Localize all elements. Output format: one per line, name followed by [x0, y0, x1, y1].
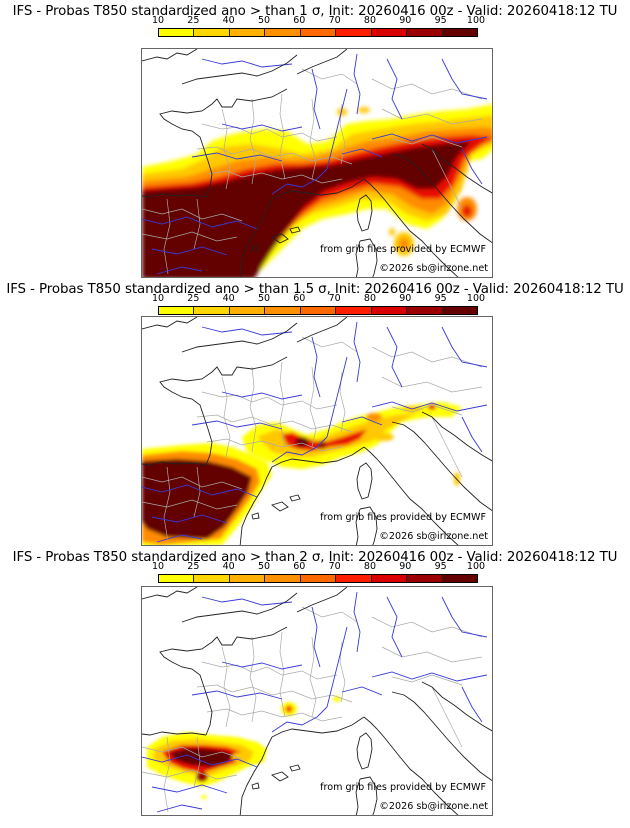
- colorbar-ticks: 10 25 40 50 60 70 80 90 95 100: [152, 293, 485, 306]
- colorbar-tick: 95: [434, 561, 447, 572]
- colorbar: [158, 306, 478, 315]
- colorbar-segment: [229, 575, 266, 582]
- colorbar-tick: 25: [187, 15, 200, 26]
- colorbar-segment: [265, 29, 301, 36]
- colorbar-tick: 90: [399, 293, 412, 304]
- colorbar-segment: [407, 575, 443, 582]
- colorbar-segment: [336, 575, 372, 582]
- probability-map: from grib files provided by ECMWF ©2026 …: [141, 586, 493, 816]
- colorbar-tick: 40: [222, 15, 235, 26]
- colorbar-segment: [159, 575, 195, 582]
- source-credit: from grib files provided by ECMWF: [320, 512, 486, 523]
- panel-title: IFS - Probas T850 standardized ano > tha…: [12, 550, 618, 565]
- probability-map: from grib files provided by ECMWF ©2026 …: [141, 48, 493, 278]
- copyright-label: ©2026 sb@irizone.net: [379, 531, 488, 542]
- colorbar-segment: [371, 29, 408, 36]
- colorbar-tick: 95: [434, 15, 447, 26]
- colorbar-tick: 90: [399, 561, 412, 572]
- colorbar-ticks: 10 25 40 50 60 70 80 90 95 100: [152, 15, 485, 28]
- colorbar-tick: 100: [466, 293, 486, 304]
- probability-map: from grib files provided by ECMWF ©2026 …: [141, 316, 493, 546]
- colorbar-tick: 80: [363, 15, 377, 26]
- forecast-panel-1sigma: IFS - Probas T850 standardized ano > tha…: [0, 0, 630, 280]
- colorbar-tick: 70: [328, 561, 341, 572]
- colorbar-segment: [336, 307, 372, 314]
- probability-field: [147, 696, 341, 799]
- copyright-label: ©2026 sb@irizone.net: [379, 263, 488, 274]
- colorbar-tick: 50: [257, 15, 271, 26]
- colorbar-segment: [442, 575, 477, 582]
- panel-title: IFS - Probas T850 standardized ano > tha…: [6, 282, 624, 297]
- colorbar-tick: 10: [151, 15, 165, 26]
- colorbar-segment: [300, 307, 337, 314]
- colorbar-tick: 60: [293, 293, 306, 304]
- colorbar-segment: [300, 29, 337, 36]
- colorbar-tick: 70: [328, 15, 341, 26]
- colorbar-tick: 50: [257, 293, 271, 304]
- colorbar-segment: [194, 307, 230, 314]
- colorbar-tick: 90: [399, 15, 412, 26]
- colorbar-segment: [442, 29, 477, 36]
- colorbar-tick: 80: [363, 293, 377, 304]
- colorbar-segment: [194, 575, 230, 582]
- colorbar-tick: 60: [293, 15, 306, 26]
- colorbar-tick: 50: [257, 561, 271, 572]
- colorbar-tick: 80: [363, 561, 377, 572]
- colorbar-tick: 100: [466, 15, 486, 26]
- colorbar-segment: [265, 307, 301, 314]
- panel-title: IFS - Probas T850 standardized ano > tha…: [12, 4, 618, 19]
- probability-field: [142, 104, 492, 277]
- forecast-panel-2sigma: IFS - Probas T850 standardized ano > tha…: [0, 546, 630, 818]
- colorbar-tick: 25: [187, 293, 200, 304]
- colorbar-segment: [300, 575, 337, 582]
- colorbar-segment: [371, 307, 408, 314]
- copyright-label: ©2026 sb@irizone.net: [379, 801, 488, 812]
- colorbar-segment: [265, 575, 301, 582]
- colorbar-ticks: 10 25 40 50 60 70 80 90 95 100: [152, 561, 485, 574]
- colorbar-tick: 60: [293, 561, 306, 572]
- colorbar-segment: [229, 29, 266, 36]
- colorbar: [158, 28, 478, 37]
- colorbar-segment: [229, 307, 266, 314]
- map-canvas: [142, 587, 492, 815]
- colorbar-segment: [442, 307, 477, 314]
- colorbar-tick: 40: [222, 293, 235, 304]
- colorbar-segment: [159, 307, 195, 314]
- colorbar-tick: 40: [222, 561, 235, 572]
- colorbar-segment: [159, 29, 195, 36]
- colorbar-segment: [407, 307, 443, 314]
- colorbar-segment: [336, 29, 372, 36]
- colorbar: [158, 574, 478, 583]
- colorbar-tick: 25: [187, 561, 200, 572]
- colorbar-tick: 100: [466, 561, 486, 572]
- colorbar-segment: [194, 29, 230, 36]
- colorbar-segment: [407, 29, 443, 36]
- colorbar-tick: 95: [434, 293, 447, 304]
- probability-field: [142, 402, 462, 545]
- map-canvas: [142, 317, 492, 545]
- colorbar-tick: 10: [151, 293, 165, 304]
- source-credit: from grib files provided by ECMWF: [320, 244, 486, 255]
- colorbar-tick: 10: [151, 561, 165, 572]
- source-credit: from grib files provided by ECMWF: [320, 782, 486, 793]
- colorbar-tick: 70: [328, 293, 341, 304]
- colorbar-segment: [371, 575, 408, 582]
- map-canvas: [142, 49, 492, 277]
- forecast-panel-1-5sigma: IFS - Probas T850 standardized ano > tha…: [0, 278, 630, 548]
